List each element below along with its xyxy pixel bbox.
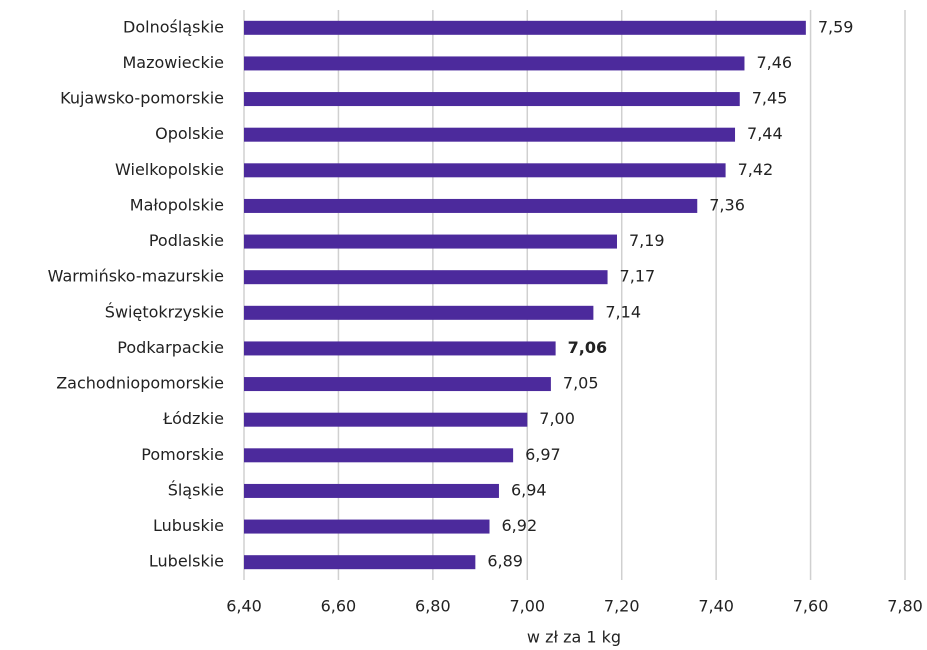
y-tick-label: Dolnośląskie bbox=[123, 17, 224, 36]
value-label: 7,00 bbox=[539, 409, 575, 428]
x-tick-label: 7,80 bbox=[887, 597, 923, 616]
bar bbox=[244, 412, 528, 427]
value-label: 7,17 bbox=[620, 267, 656, 286]
x-tick-label: 6,60 bbox=[321, 597, 357, 616]
y-tick-label: Lubelskie bbox=[149, 552, 224, 571]
value-label: 7,06 bbox=[568, 338, 607, 357]
x-tick-label: 7,20 bbox=[604, 597, 640, 616]
bar bbox=[244, 198, 698, 213]
bar bbox=[244, 20, 806, 35]
bar bbox=[244, 127, 736, 142]
y-tick-label: Świętokrzyskie bbox=[105, 302, 224, 321]
y-tick-label: Kujawsko-pomorskie bbox=[60, 89, 224, 108]
y-tick-label: Opolskie bbox=[155, 124, 224, 143]
value-label: 7,14 bbox=[605, 302, 641, 321]
value-label: 7,59 bbox=[818, 17, 854, 36]
bar bbox=[244, 519, 490, 534]
value-label: 7,05 bbox=[563, 374, 599, 393]
bar bbox=[244, 555, 476, 570]
bar bbox=[244, 483, 499, 498]
y-tick-label: Mazowieckie bbox=[122, 53, 224, 72]
value-label: 7,44 bbox=[747, 124, 783, 143]
bar bbox=[244, 341, 556, 356]
value-label: 7,45 bbox=[752, 89, 788, 108]
y-tick-label: Zachodniopomorskie bbox=[56, 374, 224, 393]
value-label: 6,92 bbox=[502, 516, 538, 535]
x-tick-label: 6,40 bbox=[226, 597, 262, 616]
x-axis-label: w zł za 1 kg bbox=[527, 628, 621, 647]
value-label: 7,19 bbox=[629, 231, 665, 250]
bar bbox=[244, 377, 551, 392]
bar bbox=[244, 305, 594, 320]
x-tick-label: 7,00 bbox=[509, 597, 545, 616]
x-tick-label: 7,60 bbox=[793, 597, 829, 616]
y-tick-label: Wielkopolskie bbox=[115, 160, 224, 179]
bar bbox=[244, 234, 617, 249]
value-label: 7,46 bbox=[756, 53, 792, 72]
y-tick-label: Śląskie bbox=[168, 480, 224, 499]
bar bbox=[244, 56, 745, 71]
value-label: 7,42 bbox=[738, 160, 774, 179]
value-label: 6,94 bbox=[511, 480, 547, 499]
bar bbox=[244, 92, 740, 107]
y-tick-label: Podlaskie bbox=[149, 231, 224, 250]
bar bbox=[244, 163, 726, 178]
y-tick-label: Warmińsko-mazurskie bbox=[48, 267, 224, 286]
x-tick-label: 7,40 bbox=[698, 597, 734, 616]
y-tick-label: Podkarpackie bbox=[117, 338, 224, 357]
value-label: 6,97 bbox=[525, 445, 561, 464]
value-label: 6,89 bbox=[487, 552, 523, 571]
y-tick-label: Łódzkie bbox=[162, 409, 224, 428]
x-tick-label: 6,80 bbox=[415, 597, 451, 616]
y-tick-label: Lubuskie bbox=[153, 516, 224, 535]
bar bbox=[244, 270, 608, 285]
bar bbox=[244, 448, 514, 463]
y-tick-label: Pomorskie bbox=[141, 445, 224, 464]
y-tick-label: Małopolskie bbox=[130, 195, 224, 214]
value-label: 7,36 bbox=[709, 195, 745, 214]
